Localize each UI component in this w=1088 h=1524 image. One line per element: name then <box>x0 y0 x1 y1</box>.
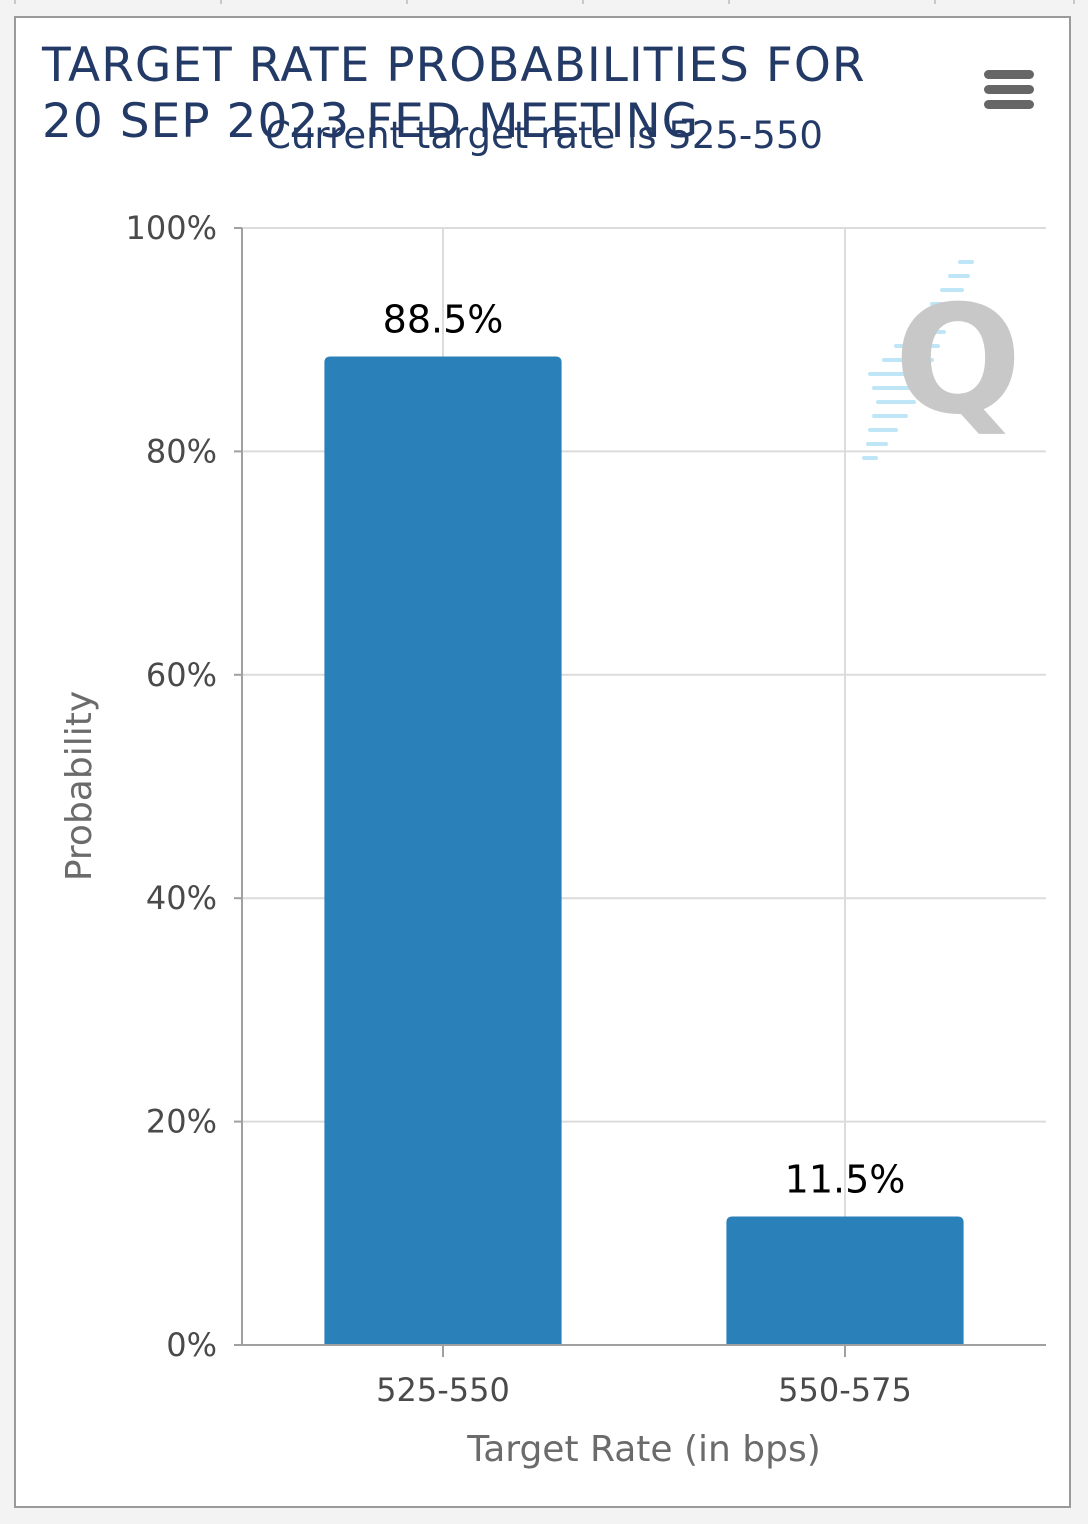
quandl-watermark-icon: Q <box>862 260 1022 460</box>
x-axis-title: Target Rate (in bps) <box>466 1429 821 1470</box>
top-strip-segment <box>14 0 222 4</box>
menu-bar <box>984 100 1034 109</box>
top-strip-segment <box>728 0 936 4</box>
y-tick-label: 0% <box>166 1326 217 1364</box>
menu-bar <box>984 85 1034 94</box>
top-strip-segment <box>582 0 730 4</box>
top-strip <box>0 0 1088 4</box>
y-tick-label: 20% <box>146 1103 217 1141</box>
top-strip-segment <box>406 0 584 4</box>
y-axis-title: Probability <box>59 691 100 881</box>
chart-title: TARGET RATE PROBABILITIES FOR 20 SEP 202… <box>42 38 866 149</box>
top-strip-segment <box>934 0 1075 4</box>
top-strip-segment <box>220 0 408 4</box>
chart-subtitle: Current target rate is 525-550 <box>265 114 823 157</box>
bar-525-550 <box>324 356 562 1346</box>
x-tick-label: 525-550 <box>376 1371 510 1409</box>
data-label: 88.5% <box>383 297 504 341</box>
hamburger-menu-icon[interactable] <box>976 64 1040 116</box>
y-tick-label: 100% <box>126 209 217 247</box>
svg-text:Q: Q <box>894 274 1022 448</box>
x-tick-label: 550-575 <box>778 1371 912 1409</box>
data-label: 11.5% <box>785 1158 906 1202</box>
bar-550-575 <box>726 1216 964 1345</box>
menu-bar <box>984 70 1034 79</box>
y-tick-label: 80% <box>146 432 217 470</box>
y-tick-label: 40% <box>146 879 217 917</box>
y-tick-label: 60% <box>146 656 217 694</box>
